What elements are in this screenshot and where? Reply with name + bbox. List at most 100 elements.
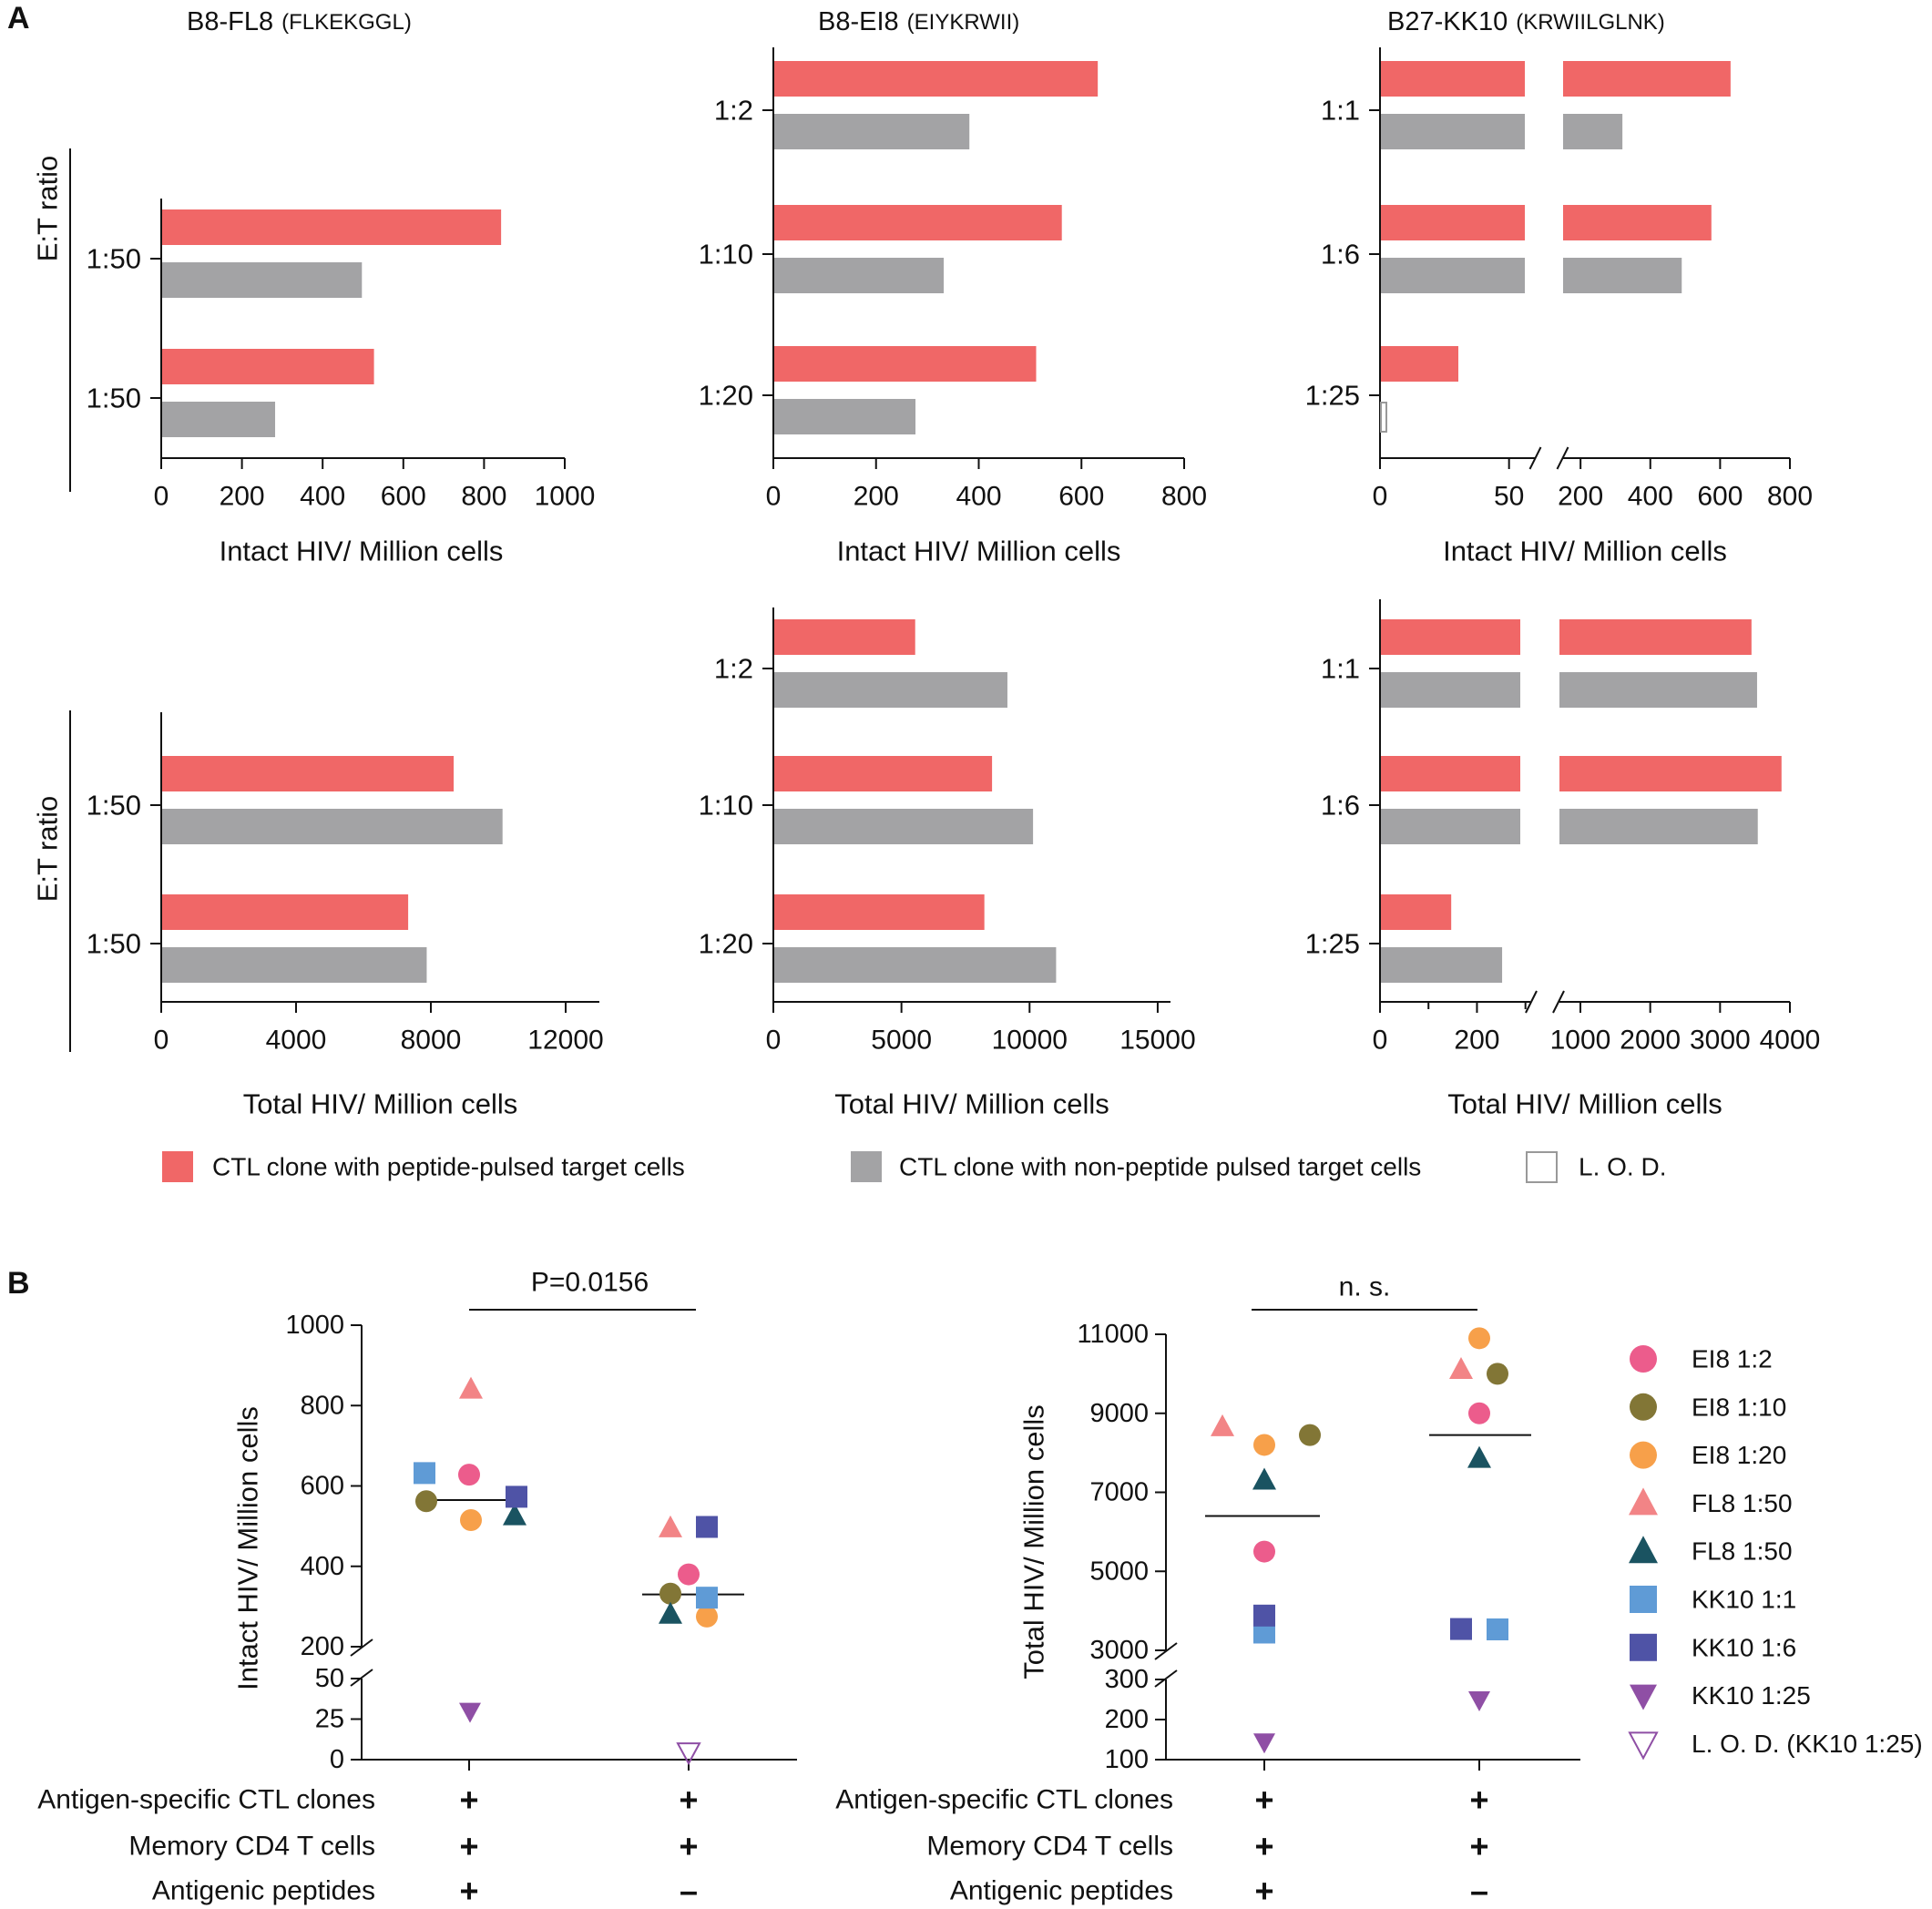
data-point-circle bbox=[1299, 1424, 1321, 1446]
bar bbox=[774, 61, 1099, 97]
data-point-circle bbox=[678, 1563, 700, 1586]
bar bbox=[774, 619, 915, 655]
bar bbox=[162, 894, 409, 930]
bar bbox=[774, 205, 1062, 240]
bar bbox=[774, 399, 916, 434]
legend-swatch-lod bbox=[1526, 1151, 1558, 1183]
condition-sign: + bbox=[1254, 1828, 1273, 1865]
y-category-label: 1:50 bbox=[87, 243, 141, 275]
comparison-label: n. s. bbox=[1339, 1272, 1391, 1302]
bar bbox=[1559, 672, 1757, 708]
data-point-triangle-down bbox=[459, 1702, 481, 1723]
y-tick-label: 600 bbox=[301, 1472, 344, 1501]
y-tick-label: 200 bbox=[1105, 1705, 1149, 1734]
data-point-circle bbox=[1253, 1434, 1275, 1456]
bar bbox=[774, 894, 985, 930]
x-tick-label: 0 bbox=[766, 482, 782, 512]
y-category-label: 1:50 bbox=[87, 383, 141, 414]
bar bbox=[1381, 947, 1503, 983]
data-point-circle bbox=[1468, 1327, 1490, 1350]
x-tick-label: 800 bbox=[1767, 482, 1813, 512]
x-tick-label: 200 bbox=[1454, 1026, 1499, 1056]
x-tick-label: 0 bbox=[154, 1026, 169, 1056]
legend-b-label: KK10 1:1 bbox=[1692, 1586, 1796, 1614]
data-point-triangle bbox=[459, 1376, 483, 1399]
data-point-circle bbox=[1630, 1441, 1657, 1469]
bar bbox=[1381, 346, 1458, 382]
x-axis-label: Total HIV/ Million cells bbox=[834, 1088, 1109, 1120]
data-point-circle bbox=[1253, 1540, 1275, 1563]
condition-sign: + bbox=[1469, 1828, 1488, 1865]
x-tick-label: 2000 bbox=[1620, 1026, 1681, 1056]
bar bbox=[1381, 205, 1525, 240]
y-category-label: 1:20 bbox=[699, 928, 753, 960]
data-point-square bbox=[1630, 1633, 1657, 1661]
bar bbox=[774, 672, 1007, 708]
x-tick-label: 4000 bbox=[266, 1026, 327, 1056]
data-point-circle bbox=[458, 1464, 480, 1486]
bar bbox=[1381, 672, 1520, 708]
x-tick-label: 800 bbox=[461, 482, 506, 512]
data-point-lod bbox=[1628, 1731, 1659, 1761]
x-tick-label: 200 bbox=[220, 482, 265, 512]
y-tick-label: 200 bbox=[301, 1632, 344, 1661]
x-tick-label: 5000 bbox=[871, 1026, 932, 1056]
data-point-square bbox=[1487, 1618, 1508, 1641]
x-tick-label: 8000 bbox=[401, 1026, 462, 1056]
x-tick-label: 0 bbox=[154, 482, 169, 512]
data-point-square bbox=[1630, 1586, 1657, 1613]
data-point-square bbox=[696, 1587, 718, 1609]
data-point-circle bbox=[415, 1490, 437, 1513]
bar bbox=[1559, 619, 1752, 655]
y-category-label: 1:10 bbox=[699, 239, 753, 271]
x-tick-label: 12000 bbox=[527, 1026, 603, 1056]
axis-break-mark bbox=[1528, 446, 1542, 470]
condition-sign: + bbox=[679, 1781, 698, 1819]
condition-sign: + bbox=[459, 1828, 478, 1865]
data-point-triangle bbox=[659, 1515, 682, 1537]
y-tick-label: 50 bbox=[315, 1664, 344, 1693]
y-category-label: 1:50 bbox=[87, 928, 141, 960]
condition-label: Memory CD4 T cells bbox=[128, 1832, 375, 1862]
bar bbox=[774, 947, 1057, 983]
x-axis-label: Intact HIV/ Million cells bbox=[220, 536, 504, 567]
column-title: B8-EI8 (EIYKRWII) bbox=[818, 7, 1019, 36]
column-title-peptide: (EIYKRWII) bbox=[907, 10, 1020, 35]
panel-b: B 0 25 50 200 400 600 800 1000 Intact HIV/ Millio… bbox=[7, 1266, 1580, 1909]
bar bbox=[162, 809, 503, 844]
x-tick-label: 15000 bbox=[1119, 1026, 1195, 1056]
x-tick-label: 400 bbox=[956, 482, 1001, 512]
legend-b-label: FL8 1:50 bbox=[1692, 1489, 1793, 1517]
condition-sign: + bbox=[459, 1781, 478, 1819]
y-tick-label: 3000 bbox=[1089, 1636, 1149, 1665]
condition-sign: – bbox=[680, 1873, 698, 1909]
data-point-triangle bbox=[1211, 1414, 1234, 1436]
bar bbox=[1381, 114, 1525, 149]
bar bbox=[774, 346, 1037, 382]
column-title-peptide: (FLKEKGGL) bbox=[281, 10, 412, 35]
legend-b-label: KK10 1:25 bbox=[1692, 1681, 1811, 1710]
bar-chart-a-kk10-intact: 0 50 200 400 600 800 Intact HIV/ Million cells… bbox=[1305, 47, 1813, 567]
y-tick-label: 100 bbox=[1105, 1745, 1149, 1774]
data-point-circle bbox=[460, 1509, 482, 1532]
panel-a-label: A bbox=[7, 1, 30, 36]
x-tick-label: 400 bbox=[300, 482, 345, 512]
condition-sign: + bbox=[459, 1873, 478, 1909]
panel-a: A B8-FL8 (FLKEKGGL) B8-EI8 (EIYKRWII) B27-KK1… bbox=[7, 1, 1820, 1120]
legend-b-label: EI8 1:2 bbox=[1692, 1345, 1773, 1373]
column-title-peptide: (KRWIILGLNK) bbox=[1516, 10, 1665, 35]
condition-label: Antigenic peptides bbox=[152, 1876, 375, 1906]
y-axis-label: Intact HIV/ Million cells bbox=[232, 1406, 264, 1690]
x-tick-label: 3000 bbox=[1690, 1026, 1751, 1056]
x-axis-label: Total HIV/ Million cells bbox=[1447, 1088, 1722, 1120]
bar bbox=[774, 809, 1034, 844]
data-point-square bbox=[506, 1485, 527, 1508]
y-category-label: 1:10 bbox=[699, 790, 753, 822]
y-category-label: 1:1 bbox=[1321, 653, 1360, 685]
column-title-main: B27-KK10 bbox=[1387, 7, 1508, 36]
y-category-label: 1:2 bbox=[714, 653, 753, 685]
data-point-triangle bbox=[659, 1601, 682, 1624]
bar bbox=[1563, 205, 1712, 240]
